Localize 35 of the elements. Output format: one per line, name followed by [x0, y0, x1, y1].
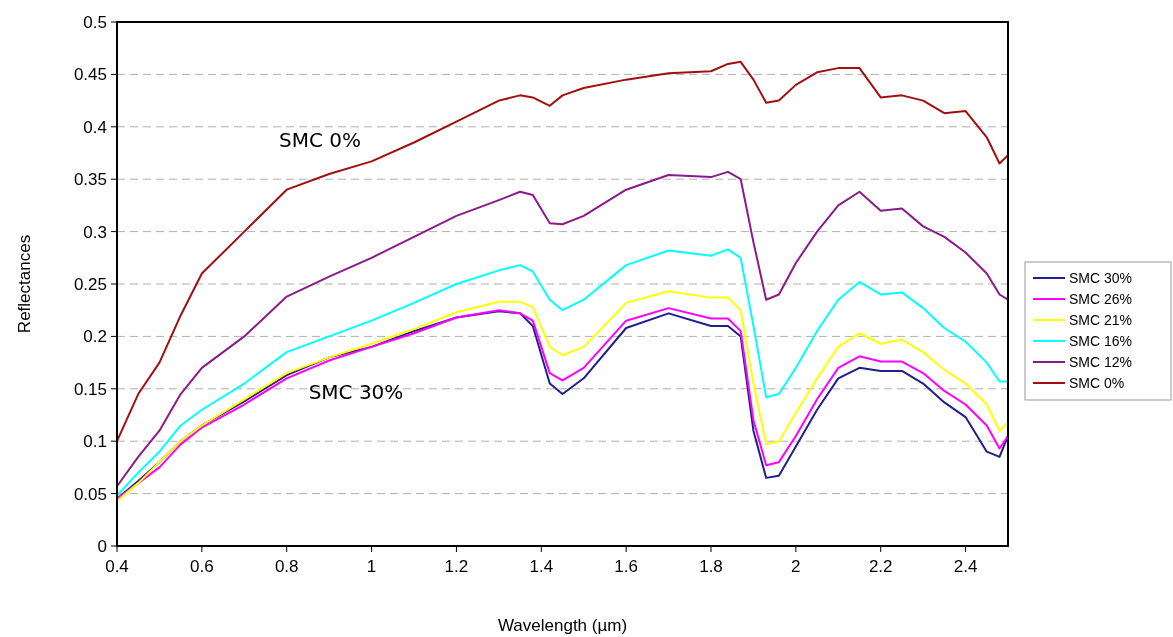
x-tick-label: 1: [366, 557, 377, 576]
line-series: [116, 170, 1009, 488]
y-tick-label: 0.05: [73, 484, 107, 504]
annotation: SMC 0%: [278, 128, 362, 152]
x-tick-label: 1.4: [529, 557, 554, 576]
y-tick-label: 0.45: [73, 65, 107, 85]
y-tick-label: 0.25: [73, 274, 107, 294]
y-tick-label: 0.4: [83, 117, 107, 137]
x-tick-label: 0.8: [274, 557, 299, 576]
y-tick-label: 0.5: [83, 12, 107, 32]
y-tick-label: 0.35: [73, 170, 107, 190]
x-tick-label: 2.4: [953, 557, 978, 576]
x-tick-label: 2: [791, 557, 801, 576]
x-tick-label: 0.4: [105, 557, 129, 576]
legend-label: SMC 30%: [1069, 269, 1133, 286]
x-tick-label: 0.6: [190, 557, 214, 576]
y-axis-title: Reflectances: [15, 234, 34, 334]
x-tick-label: 2.2: [868, 557, 893, 576]
y-tick-label: 0: [97, 536, 107, 556]
y-tick-label: 0.1: [83, 432, 107, 452]
legend-label: SMC 16%: [1069, 332, 1133, 349]
x-axis-title: Wavelength (µm): [497, 616, 628, 635]
line-series: [116, 248, 1009, 497]
annotation: SMC 30%: [308, 380, 404, 404]
legend-label: SMC 0%: [1069, 374, 1125, 391]
x-tick-label: 1.2: [444, 557, 469, 576]
legend-label: SMC 21%: [1069, 311, 1133, 328]
x-tick-label: 1.6: [614, 557, 638, 576]
x-tick-label: 1.8: [699, 557, 723, 576]
legend-label: SMC 26%: [1069, 290, 1133, 307]
legend-label: SMC 12%: [1069, 353, 1133, 370]
y-tick-label: 0.3: [83, 222, 107, 242]
y-tick-label: 0.2: [83, 327, 107, 347]
line-series: [116, 60, 1009, 443]
y-tick-label: 0.15: [73, 379, 107, 399]
